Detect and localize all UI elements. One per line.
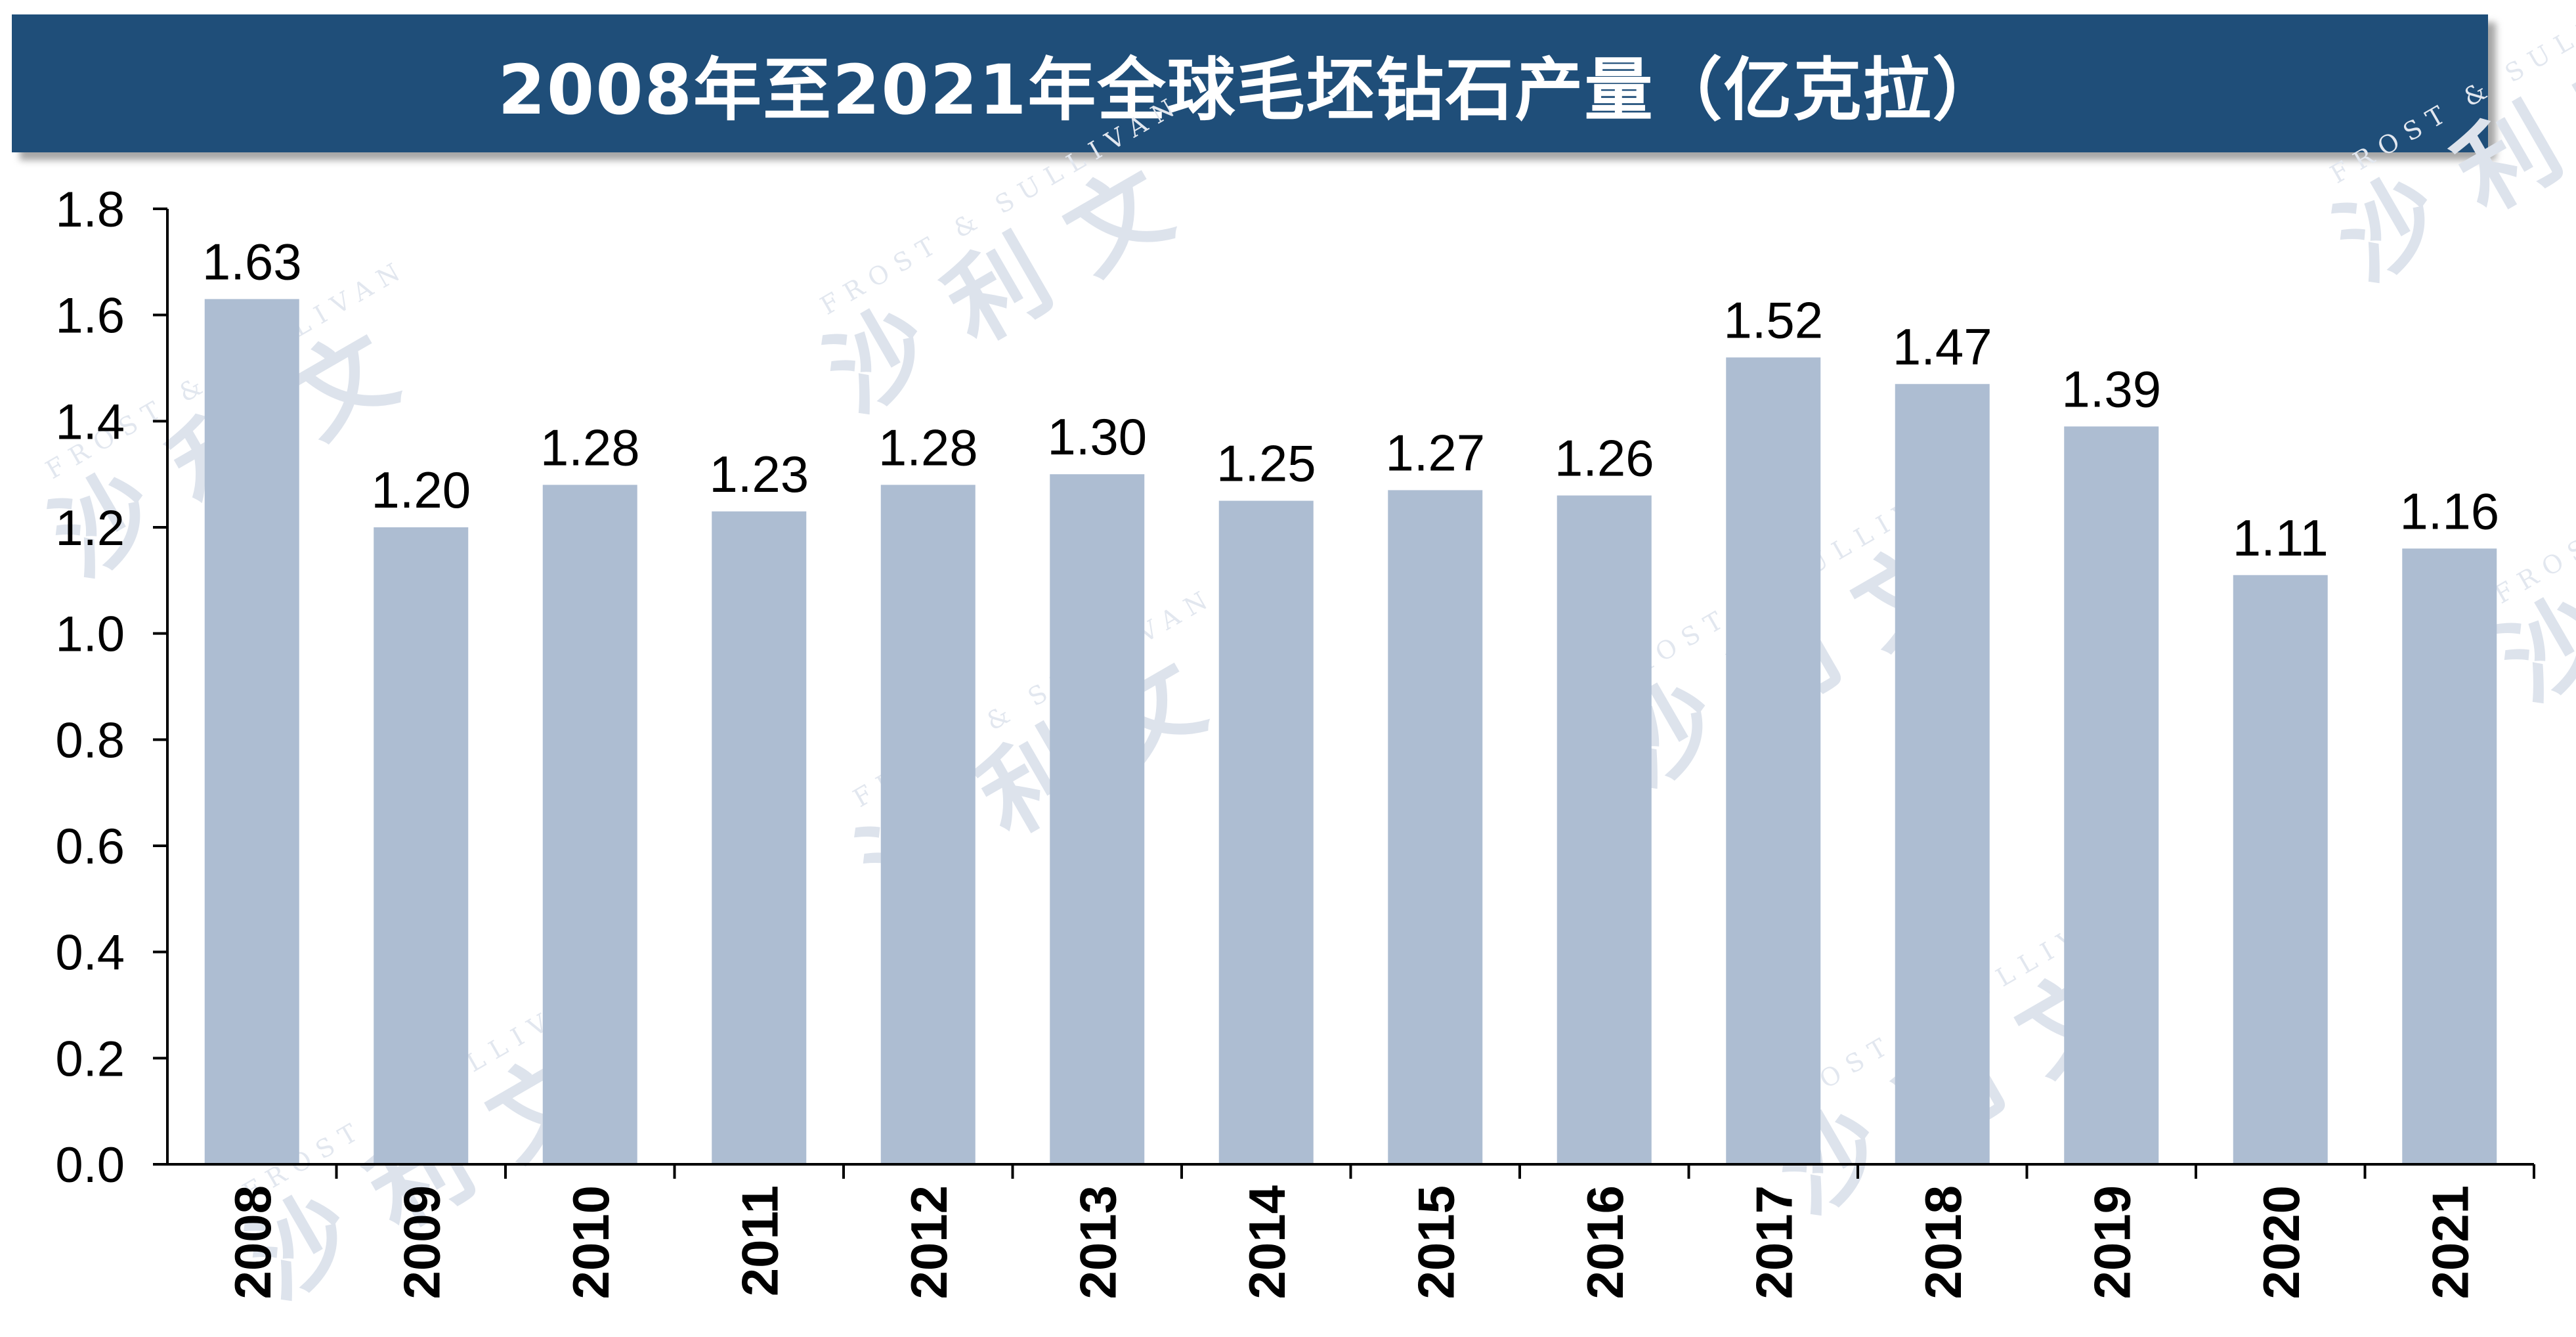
y-tick-label: 1.8: [55, 182, 125, 238]
data-label: 1.27: [1385, 424, 1485, 481]
bar: [1556, 495, 1652, 1164]
x-tick-label: 2020: [2252, 1185, 2310, 1300]
bar: [204, 299, 299, 1165]
data-label: 1.16: [2399, 482, 2499, 540]
data-label: 1.25: [1216, 435, 1316, 493]
bar: [1050, 474, 1145, 1164]
x-tick-label: 2018: [1914, 1185, 1972, 1300]
y-tick-label: 1.2: [55, 500, 125, 556]
data-label: 1.63: [202, 232, 302, 290]
data-label: 1.52: [1723, 291, 1823, 349]
data-label: 1.23: [709, 445, 809, 503]
data-label: 1.26: [1555, 429, 1654, 487]
chart-title-bar: 2008年至2021年全球毛坯钻石产量（亿克拉）: [12, 14, 2488, 152]
x-tick-label: 2012: [900, 1185, 958, 1300]
x-tick-label: 2021: [2421, 1185, 2479, 1300]
data-label: 1.47: [1893, 318, 1992, 376]
y-tick-label: 1.4: [55, 394, 125, 450]
chart-title: 2008年至2021年全球毛坯钻石产量（亿克拉）: [498, 49, 2002, 130]
y-tick-label: 0.8: [55, 712, 125, 768]
bar: [1726, 357, 1821, 1165]
x-tick-label: 2016: [1576, 1185, 1634, 1300]
y-tick-label: 0.6: [55, 819, 125, 875]
data-label: 1.30: [1047, 408, 1147, 466]
y-tick-label: 1.6: [55, 288, 125, 344]
bar: [1388, 490, 1483, 1164]
data-label: 1.28: [540, 418, 640, 476]
y-tick-label: 0.4: [55, 925, 125, 981]
x-tick-label: 2013: [1069, 1185, 1127, 1300]
x-tick-label: 2017: [1745, 1185, 1803, 1300]
x-tick-label: 2014: [1238, 1185, 1296, 1300]
bar: [2233, 575, 2328, 1164]
x-tick-label: 2008: [224, 1185, 282, 1300]
x-tick-label: 2009: [393, 1185, 450, 1300]
bar: [880, 485, 976, 1165]
y-tick-label: 0.0: [55, 1137, 125, 1193]
bar: [712, 511, 807, 1164]
bar: [374, 527, 469, 1164]
y-tick-label: 1.0: [55, 607, 125, 663]
bar: [2064, 426, 2159, 1164]
x-tick-label: 2015: [1407, 1185, 1465, 1300]
bar: [1218, 500, 1314, 1164]
bar: [542, 485, 637, 1165]
data-label: 1.11: [2233, 509, 2329, 567]
y-tick-label: 0.2: [55, 1031, 125, 1087]
data-label: 1.20: [371, 461, 471, 519]
data-label: 1.39: [2061, 360, 2161, 418]
data-label: 1.28: [878, 418, 978, 476]
x-tick-label: 2010: [562, 1185, 620, 1300]
x-tick-label: 2019: [2083, 1185, 2141, 1300]
bar: [2402, 548, 2497, 1164]
bar: [1895, 384, 1990, 1164]
x-tick-label: 2011: [731, 1185, 788, 1296]
